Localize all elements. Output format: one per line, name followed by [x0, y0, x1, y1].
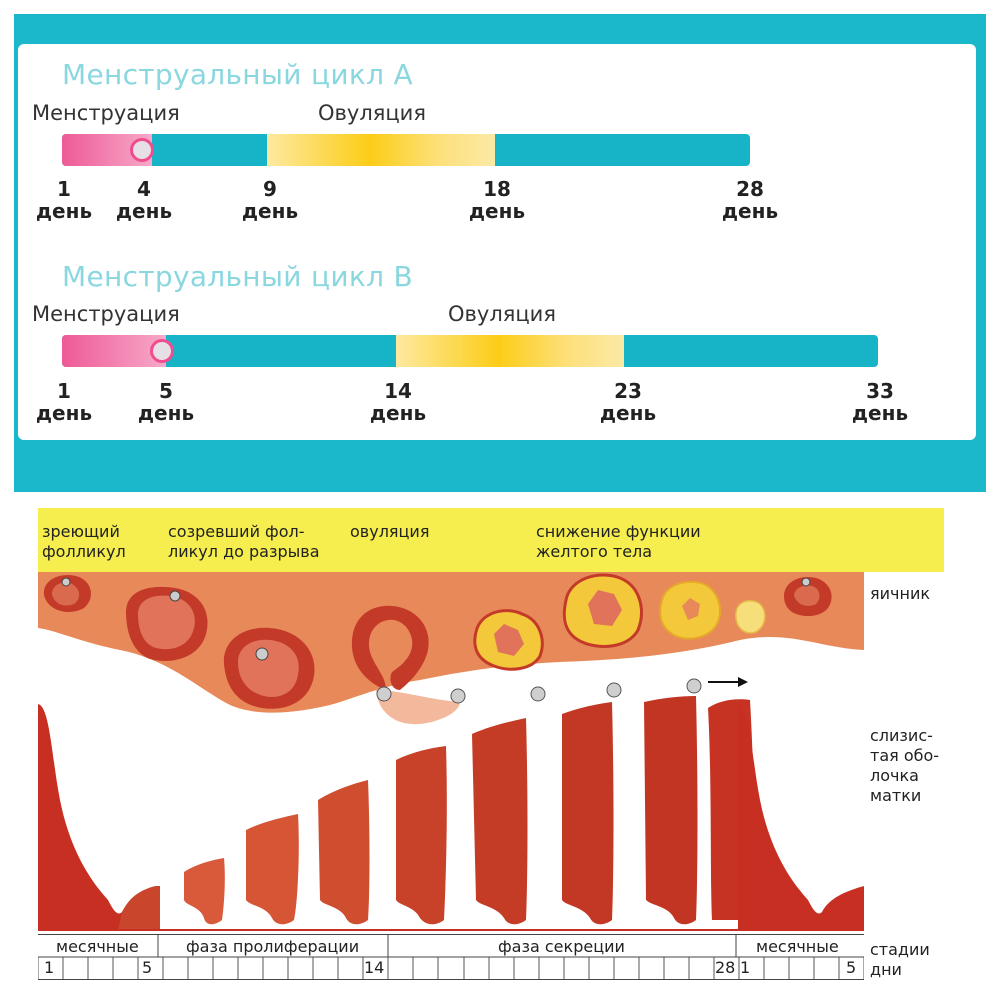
cycle-a-tick: 1 день: [35, 177, 93, 223]
label-days: дни: [870, 960, 902, 979]
egg-cell-icon: [606, 682, 622, 698]
cycle-b-marker-dot: [150, 339, 174, 363]
cycle-b-ovulation-label: Овуляция: [448, 302, 556, 326]
corpus-luteum-icon: [659, 580, 721, 640]
stage-proliferation: фаза пролиферации: [186, 937, 360, 956]
ovulation-extrusion: [376, 690, 460, 725]
cycle-a-ovulation-label: Овуляция: [318, 101, 426, 125]
endometrium-menses-left-light: [118, 886, 160, 930]
endometrium-menses-right: [738, 704, 864, 930]
endometrium-menses-left: [38, 704, 156, 930]
corpus-luteum-icon: [473, 609, 544, 671]
endometrium-column: [246, 814, 299, 925]
day-ruler: [38, 935, 864, 979]
egg-cell-icon: [376, 686, 392, 702]
cycle-a-tick: 4 день: [115, 177, 173, 223]
phase-header-band: [38, 508, 944, 572]
cycle-b-tick: 1 день: [35, 379, 93, 425]
stage-secretion: фаза секреции: [498, 937, 625, 956]
ruptured-follicle-icon: [351, 605, 429, 690]
cycle-b-tick: 14 день: [369, 379, 427, 425]
follicle-icon: [784, 576, 832, 617]
header-corpus-luteum: снижение функции желтого тела: [536, 522, 701, 561]
endometrium-column: [318, 780, 370, 925]
endometrium-column: [396, 746, 447, 925]
follicle-icon: [126, 586, 208, 661]
day-label: 1: [740, 958, 751, 977]
cycle-card: [18, 44, 976, 440]
label-stages: стадии: [870, 940, 930, 959]
cycle-a-ovulation-segment: [267, 134, 495, 166]
corpus-luteum-icon: [735, 599, 766, 634]
cycle-a-marker-dot: [130, 138, 154, 162]
follicle-icon: [43, 574, 91, 612]
cycle-a-title: Менструальный цикл A: [62, 58, 413, 91]
follicle-icon: [223, 627, 315, 709]
cycle-b-tick: 33 день: [851, 379, 909, 425]
label-ovary: яичник: [870, 584, 930, 603]
cycle-b-tick: 5 день: [137, 379, 195, 425]
label-mucosa: слизис- тая обо- лочка матки: [870, 726, 940, 805]
day-label: 1: [44, 958, 55, 977]
arrow-right-icon: [708, 677, 748, 687]
cycle-a-bar: [62, 134, 750, 166]
day-label: 5: [846, 958, 857, 977]
header-maturing-follicle: зреющий фолликул: [42, 522, 126, 561]
egg-cell-icon: [686, 678, 702, 694]
corpus-luteum-icon: [562, 573, 643, 648]
cycle-a-tick: 9 день: [241, 177, 299, 223]
header-ovulation: овуляция: [350, 522, 430, 541]
egg-cell-icon: [450, 688, 466, 704]
cycle-b-menstruation-segment: [62, 335, 166, 367]
cycle-b-title: Менструальный цикл B: [62, 260, 413, 293]
endometrium-column: [562, 702, 614, 925]
day-label: 5: [142, 958, 153, 977]
cycle-b-ovulation-segment: [396, 335, 624, 367]
cycle-a-tick: 18 день: [468, 177, 526, 223]
cycle-b-menstruation-label: Менструация: [32, 302, 180, 326]
header-mature-follicle: созревший фол- ликул до разрыва: [168, 522, 320, 561]
stage-scale: [38, 934, 864, 980]
day-label: 28: [715, 958, 736, 977]
endometrium-column: [472, 718, 528, 925]
cycle-b-bar: [62, 335, 878, 367]
stage-menses-1: месячные: [56, 937, 139, 956]
cycle-a-tick: 28 день: [721, 177, 779, 223]
endometrium-column: [184, 858, 225, 925]
cycle-a-menstruation-label: Менструация: [32, 101, 180, 125]
day-label: 14: [364, 958, 385, 977]
endometrium-column: [644, 696, 698, 925]
egg-cell-icon: [530, 686, 546, 702]
cycle-b-tick: 23 день: [599, 379, 657, 425]
stage-menses-2: месячные: [756, 937, 839, 956]
